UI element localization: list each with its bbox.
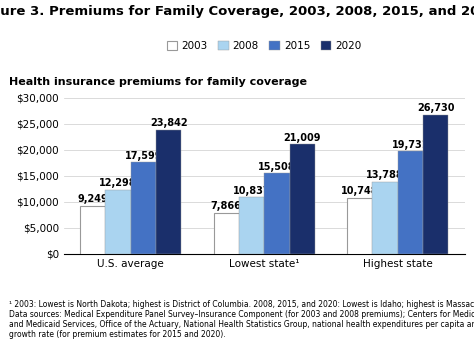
Bar: [290, 144, 315, 254]
Text: 26,730: 26,730: [417, 103, 455, 113]
Bar: [213, 213, 239, 254]
Bar: [398, 151, 423, 254]
Text: 9,249: 9,249: [77, 194, 108, 204]
Bar: [373, 182, 398, 254]
Text: 12,298: 12,298: [99, 178, 137, 188]
Text: Health insurance premiums for family coverage: Health insurance premiums for family cov…: [9, 77, 308, 87]
Bar: [105, 190, 131, 254]
Legend: 2003, 2008, 2015, 2020: 2003, 2008, 2015, 2020: [163, 37, 366, 56]
Bar: [239, 197, 264, 254]
Bar: [347, 198, 373, 254]
Bar: [80, 206, 105, 254]
Text: 15,508: 15,508: [258, 162, 296, 171]
Bar: [156, 130, 182, 254]
Text: 10,837: 10,837: [233, 186, 270, 196]
Bar: [423, 115, 448, 254]
Text: 7,866: 7,866: [211, 201, 242, 211]
Text: Data sources: Medical Expenditure Panel Survey–Insurance Component (for 2003 and: Data sources: Medical Expenditure Panel …: [9, 310, 474, 319]
Text: ¹ 2003: Lowest is North Dakota; highest is District of Columbia. 2008, 2015, and: ¹ 2003: Lowest is North Dakota; highest …: [9, 300, 474, 309]
Text: 21,009: 21,009: [283, 133, 321, 143]
Text: 17,599: 17,599: [125, 151, 162, 160]
Text: 13,788: 13,788: [366, 170, 404, 180]
Text: and Medicaid Services, Office of the Actuary, National Health Statistics Group, : and Medicaid Services, Office of the Act…: [9, 320, 474, 329]
Text: 23,842: 23,842: [150, 118, 188, 128]
Text: growth rate (for premium estimates for 2015 and 2020).: growth rate (for premium estimates for 2…: [9, 330, 226, 339]
Text: 10,748: 10,748: [341, 186, 379, 196]
Bar: [264, 173, 290, 254]
Text: 19,731: 19,731: [392, 140, 429, 149]
Bar: [131, 162, 156, 254]
Text: Figure 3. Premiums for Family Coverage, 2003, 2008, 2015, and 2020: Figure 3. Premiums for Family Coverage, …: [0, 5, 474, 18]
